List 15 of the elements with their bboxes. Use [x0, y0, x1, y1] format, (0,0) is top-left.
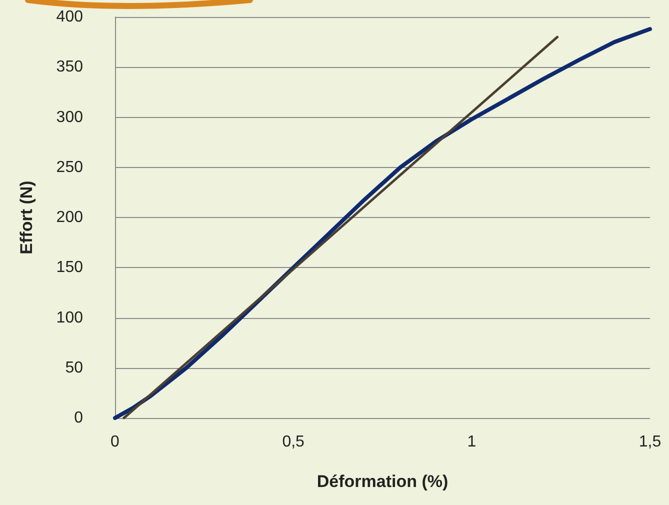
y-tick-label: 250 [56, 158, 84, 176]
y-tick-label: 0 [74, 410, 84, 426]
y-tick-label: 200 [56, 209, 84, 226]
x-tick-label: 0,5 [282, 434, 305, 450]
y-axis-title: Effort (N) [17, 180, 36, 254]
y-tick-label: 400 [56, 8, 84, 26]
x-tick-label: 1,5 [638, 434, 662, 450]
x-tick-label: 1 [467, 434, 476, 450]
y-tick-label: 350 [56, 58, 84, 76]
y-tick-label: 150 [56, 259, 84, 276]
x-axis-title: Déformation (%) [316, 472, 448, 491]
y-tick-label: 50 [65, 359, 84, 376]
y-tick-label: 100 [56, 309, 84, 326]
y-tick-label: 300 [56, 108, 84, 126]
x-tick-label: 0 [110, 434, 120, 450]
